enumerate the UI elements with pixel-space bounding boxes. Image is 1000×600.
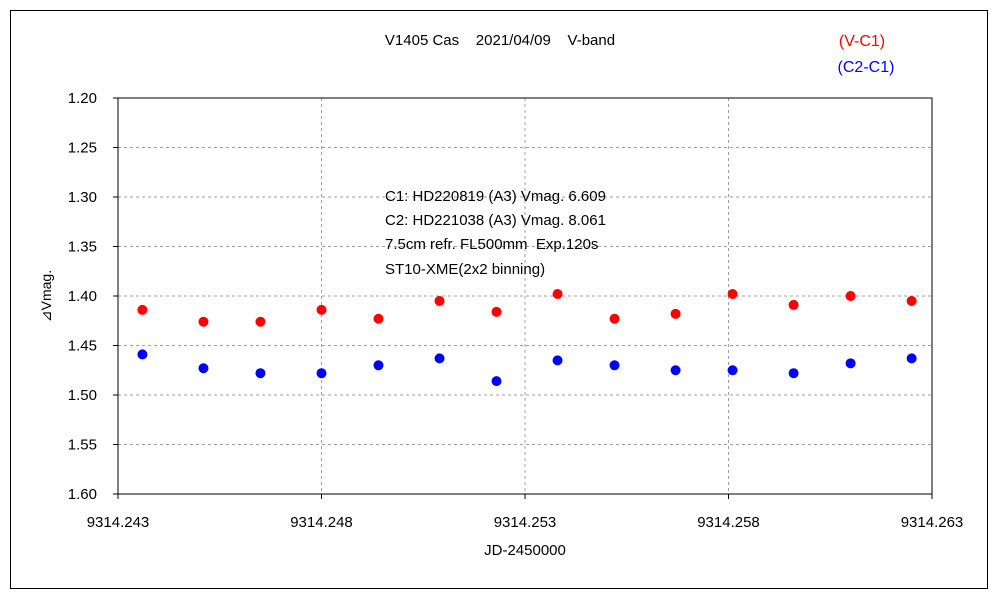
point-v-c1 bbox=[552, 289, 563, 300]
point-c2-c1 bbox=[434, 353, 445, 364]
y-tick-label: 1.40 bbox=[68, 288, 97, 305]
point-v-c1 bbox=[845, 291, 856, 301]
legend-c2-c1: (C2-C1) bbox=[838, 59, 895, 76]
x-tick-label: 9314.258 bbox=[697, 514, 760, 531]
point-c2-c1 bbox=[788, 368, 799, 379]
point-c2-c1 bbox=[316, 368, 327, 379]
grid bbox=[118, 98, 932, 494]
y-tick-label: 1.55 bbox=[68, 437, 97, 454]
y-tick-label: 1.45 bbox=[68, 338, 97, 355]
annotation-c2: C2: HD221038 (A3) Vmag. 8.061 bbox=[385, 212, 606, 229]
x-tick-label: 9314.248 bbox=[290, 514, 353, 531]
annotation-camera: ST10-XME(2x2 binning) bbox=[385, 261, 545, 278]
chart-title: V1405 Cas 2021/04/09 V-band bbox=[385, 32, 615, 49]
annotation-telescope: 7.5cm refr. FL500mm Exp.120s bbox=[385, 236, 598, 253]
legend-v-c1: (V-C1) bbox=[839, 33, 885, 50]
point-c2-c1 bbox=[670, 365, 681, 376]
point-v-c1 bbox=[316, 304, 327, 315]
point-c2-c1 bbox=[552, 355, 563, 366]
point-v-c1 bbox=[255, 316, 266, 327]
y-tick-label: 1.60 bbox=[68, 486, 97, 503]
y-tick-label: 1.25 bbox=[68, 140, 97, 157]
point-c2-c1 bbox=[727, 365, 738, 376]
point-v-c1 bbox=[906, 295, 917, 306]
point-c2-c1 bbox=[373, 360, 384, 371]
point-v-c1 bbox=[198, 316, 209, 327]
point-c2-c1 bbox=[137, 349, 148, 360]
y-tick-label: 1.20 bbox=[68, 90, 97, 107]
chart-frame bbox=[10, 10, 988, 589]
point-c2-c1 bbox=[845, 358, 856, 369]
x-axis-label: JD-2450000 bbox=[484, 542, 566, 559]
point-c2-c1 bbox=[491, 376, 502, 387]
annotation-c1: C1: HD220819 (A3) Vmag. 6.609 bbox=[385, 188, 606, 205]
point-v-c1 bbox=[788, 299, 799, 310]
point-c2-c1 bbox=[255, 368, 266, 379]
point-c2-c1 bbox=[198, 363, 209, 374]
y-tick-label: 1.50 bbox=[68, 387, 97, 404]
point-c2-c1 bbox=[609, 360, 620, 371]
point-v-c1 bbox=[609, 313, 620, 324]
point-v-c1 bbox=[137, 304, 148, 315]
point-v-c1 bbox=[491, 306, 502, 317]
point-v-c1 bbox=[434, 295, 445, 306]
x-tick-label: 9314.253 bbox=[494, 514, 557, 531]
y-tick-label: 1.35 bbox=[68, 239, 97, 256]
x-tick-label: 9314.243 bbox=[87, 514, 150, 531]
y-tick-label: 1.30 bbox=[68, 189, 97, 206]
y-axis-label: ⊿Vmag. bbox=[38, 270, 54, 322]
point-c2-c1 bbox=[906, 353, 917, 364]
point-v-c1 bbox=[373, 313, 384, 324]
point-v-c1 bbox=[727, 289, 738, 300]
x-tick-label: 9314.263 bbox=[901, 514, 964, 531]
point-v-c1 bbox=[670, 308, 681, 319]
